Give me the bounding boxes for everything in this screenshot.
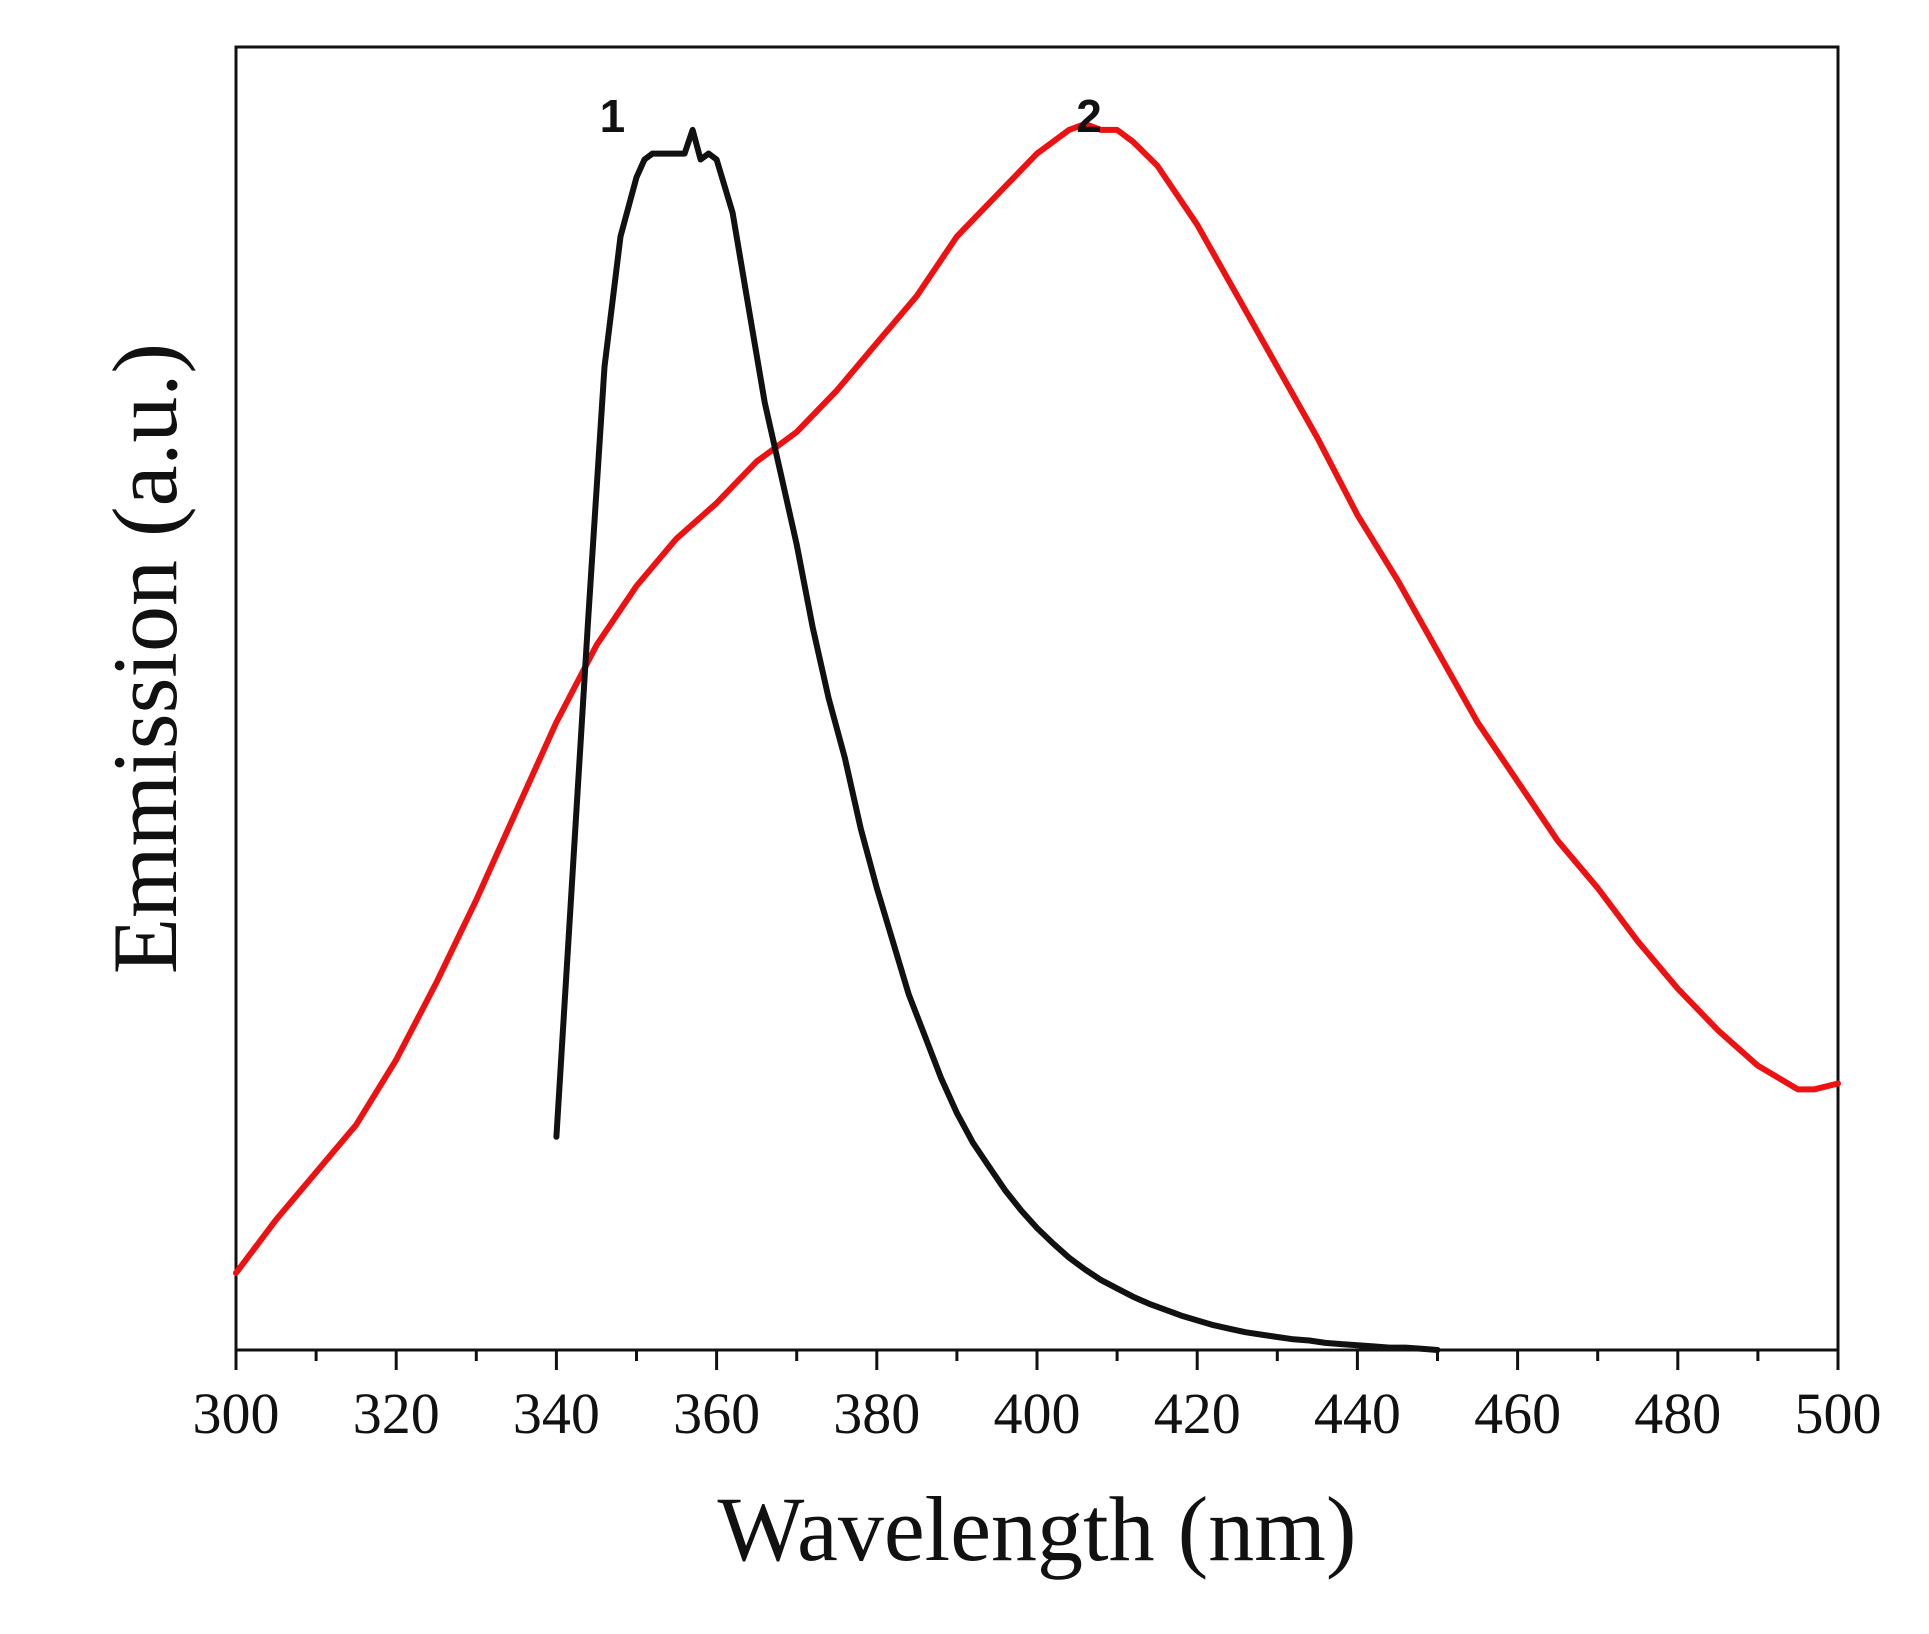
x-tick-label: 500 — [1795, 1381, 1882, 1446]
series-1-label: 1 — [600, 90, 626, 142]
x-tick-label: 340 — [513, 1381, 600, 1446]
x-tick-label: 360 — [673, 1381, 760, 1446]
x-tick-label: 320 — [353, 1381, 440, 1446]
x-tick-label: 380 — [833, 1381, 920, 1446]
series-2-label: 2 — [1076, 90, 1102, 142]
series-1-line — [553, 126, 1441, 1353]
x-tick-label: 420 — [1154, 1381, 1241, 1446]
x-axis-ticks — [234, 1350, 1840, 1370]
y-axis-title: Emmission (a.u.) — [94, 343, 196, 974]
series-layer — [233, 121, 1841, 1353]
x-tick-label: 480 — [1634, 1381, 1721, 1446]
series-2-line — [233, 121, 1841, 1276]
x-tick-label: 460 — [1474, 1381, 1561, 1446]
x-tick-label: 300 — [193, 1381, 280, 1446]
x-axis-title: Wavelength (nm) — [718, 1478, 1357, 1580]
x-tick-label: 400 — [994, 1381, 1081, 1446]
x-tick-label: 440 — [1314, 1381, 1401, 1446]
x-axis-tick-labels: 300 320 340 360 380 400 420 440 460 480 500 — [193, 1381, 1882, 1446]
